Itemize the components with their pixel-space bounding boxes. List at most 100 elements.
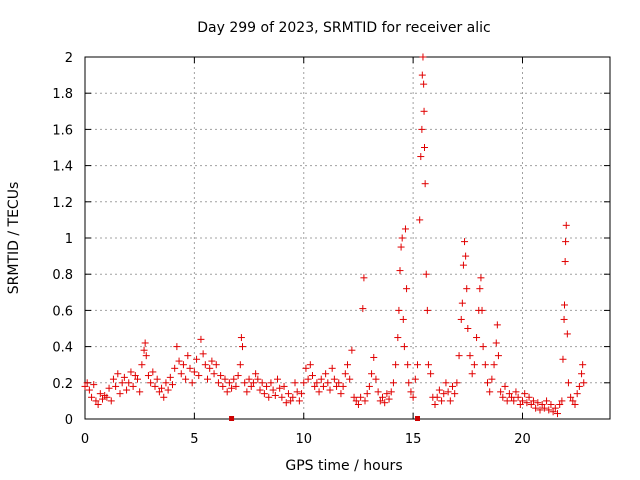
data-point: [400, 343, 408, 351]
data-point: [289, 393, 297, 401]
data-point: [169, 381, 176, 389]
data-point: [138, 361, 146, 369]
data-point: [341, 370, 349, 378]
data-point: [99, 395, 106, 403]
data-point: [252, 370, 260, 378]
data-point: [105, 384, 113, 392]
data-point: [357, 393, 365, 401]
data-point: [201, 361, 209, 369]
data-point: [486, 388, 494, 396]
data-point: [499, 393, 507, 401]
data-point: [560, 315, 568, 323]
data-point: [118, 379, 126, 387]
data-point: [171, 364, 179, 372]
data-point: [177, 370, 185, 378]
data-point: [162, 379, 170, 387]
data-point: [529, 397, 537, 405]
data-point: [444, 388, 452, 396]
data-point: [160, 393, 168, 401]
data-point: [484, 379, 491, 387]
data-point: [563, 330, 571, 338]
data-point: [376, 397, 384, 405]
x-tick-label: 15: [405, 432, 422, 447]
data-point: [243, 388, 251, 396]
data-point: [88, 393, 96, 401]
data-point: [234, 372, 242, 380]
data-point: [431, 401, 439, 409]
data-point: [142, 352, 150, 360]
data-point: [547, 401, 555, 409]
data-point: [344, 361, 351, 369]
missing-data-marker: [415, 416, 420, 421]
data-point: [419, 53, 427, 61]
data-point: [404, 361, 412, 369]
data-point: [164, 386, 172, 394]
data-point: [540, 404, 548, 412]
data-point: [144, 372, 152, 380]
data-point: [210, 370, 218, 378]
y-tick-label: 1.4: [52, 160, 73, 175]
data-point: [94, 401, 102, 409]
data-point: [311, 382, 319, 390]
data-point: [365, 382, 373, 390]
data-point: [562, 238, 570, 246]
x-tick-label: 10: [295, 432, 312, 447]
data-point: [129, 382, 137, 390]
y-tick-label: 0.8: [52, 268, 73, 283]
x-tick-label: 20: [514, 432, 531, 447]
data-series-srmtid: [81, 53, 588, 418]
data-point: [175, 357, 183, 365]
data-point: [481, 361, 489, 369]
data-point: [335, 379, 343, 387]
data-point: [309, 372, 316, 380]
data-point: [182, 375, 190, 383]
data-point: [147, 379, 155, 387]
data-point: [440, 390, 448, 398]
data-point: [543, 397, 551, 405]
data-point: [247, 382, 255, 390]
data-point: [435, 386, 443, 394]
data-point: [457, 315, 465, 323]
data-point: [493, 321, 501, 329]
data-point: [418, 125, 426, 133]
data-point: [360, 274, 368, 282]
data-point: [549, 408, 557, 416]
data-point: [494, 352, 502, 360]
data-point: [464, 325, 472, 332]
data-point: [381, 399, 389, 407]
data-point: [580, 379, 588, 387]
data-point: [282, 399, 290, 407]
data-point: [190, 368, 198, 376]
data-point: [112, 382, 120, 390]
data-point: [379, 393, 386, 401]
data-point: [470, 361, 478, 369]
x-tick-labels: 0 5 10 15 20: [81, 432, 531, 447]
data-point: [239, 343, 246, 351]
y-axis-label: SRMTID / TECUs: [6, 182, 22, 295]
data-point: [525, 393, 533, 401]
data-point: [254, 375, 262, 383]
data-point: [519, 397, 526, 405]
data-point: [287, 397, 295, 405]
data-point: [269, 386, 277, 394]
data-point: [385, 395, 393, 403]
data-point: [225, 379, 233, 387]
data-point: [295, 397, 303, 405]
data-point: [90, 381, 98, 389]
data-point: [96, 390, 104, 398]
data-point: [109, 375, 117, 383]
data-point: [193, 355, 201, 363]
data-point: [265, 393, 273, 401]
data-point: [405, 379, 413, 387]
y-tick-label: 1.2: [52, 196, 73, 211]
data-point: [326, 386, 334, 394]
data-point: [322, 370, 330, 378]
data-point: [478, 306, 486, 314]
data-point: [125, 379, 133, 387]
data-point: [421, 180, 429, 188]
data-point: [462, 252, 470, 260]
data-point: [245, 375, 253, 383]
data-point: [184, 352, 192, 360]
y-tick-label: 1: [65, 232, 73, 247]
data-point: [463, 285, 471, 293]
